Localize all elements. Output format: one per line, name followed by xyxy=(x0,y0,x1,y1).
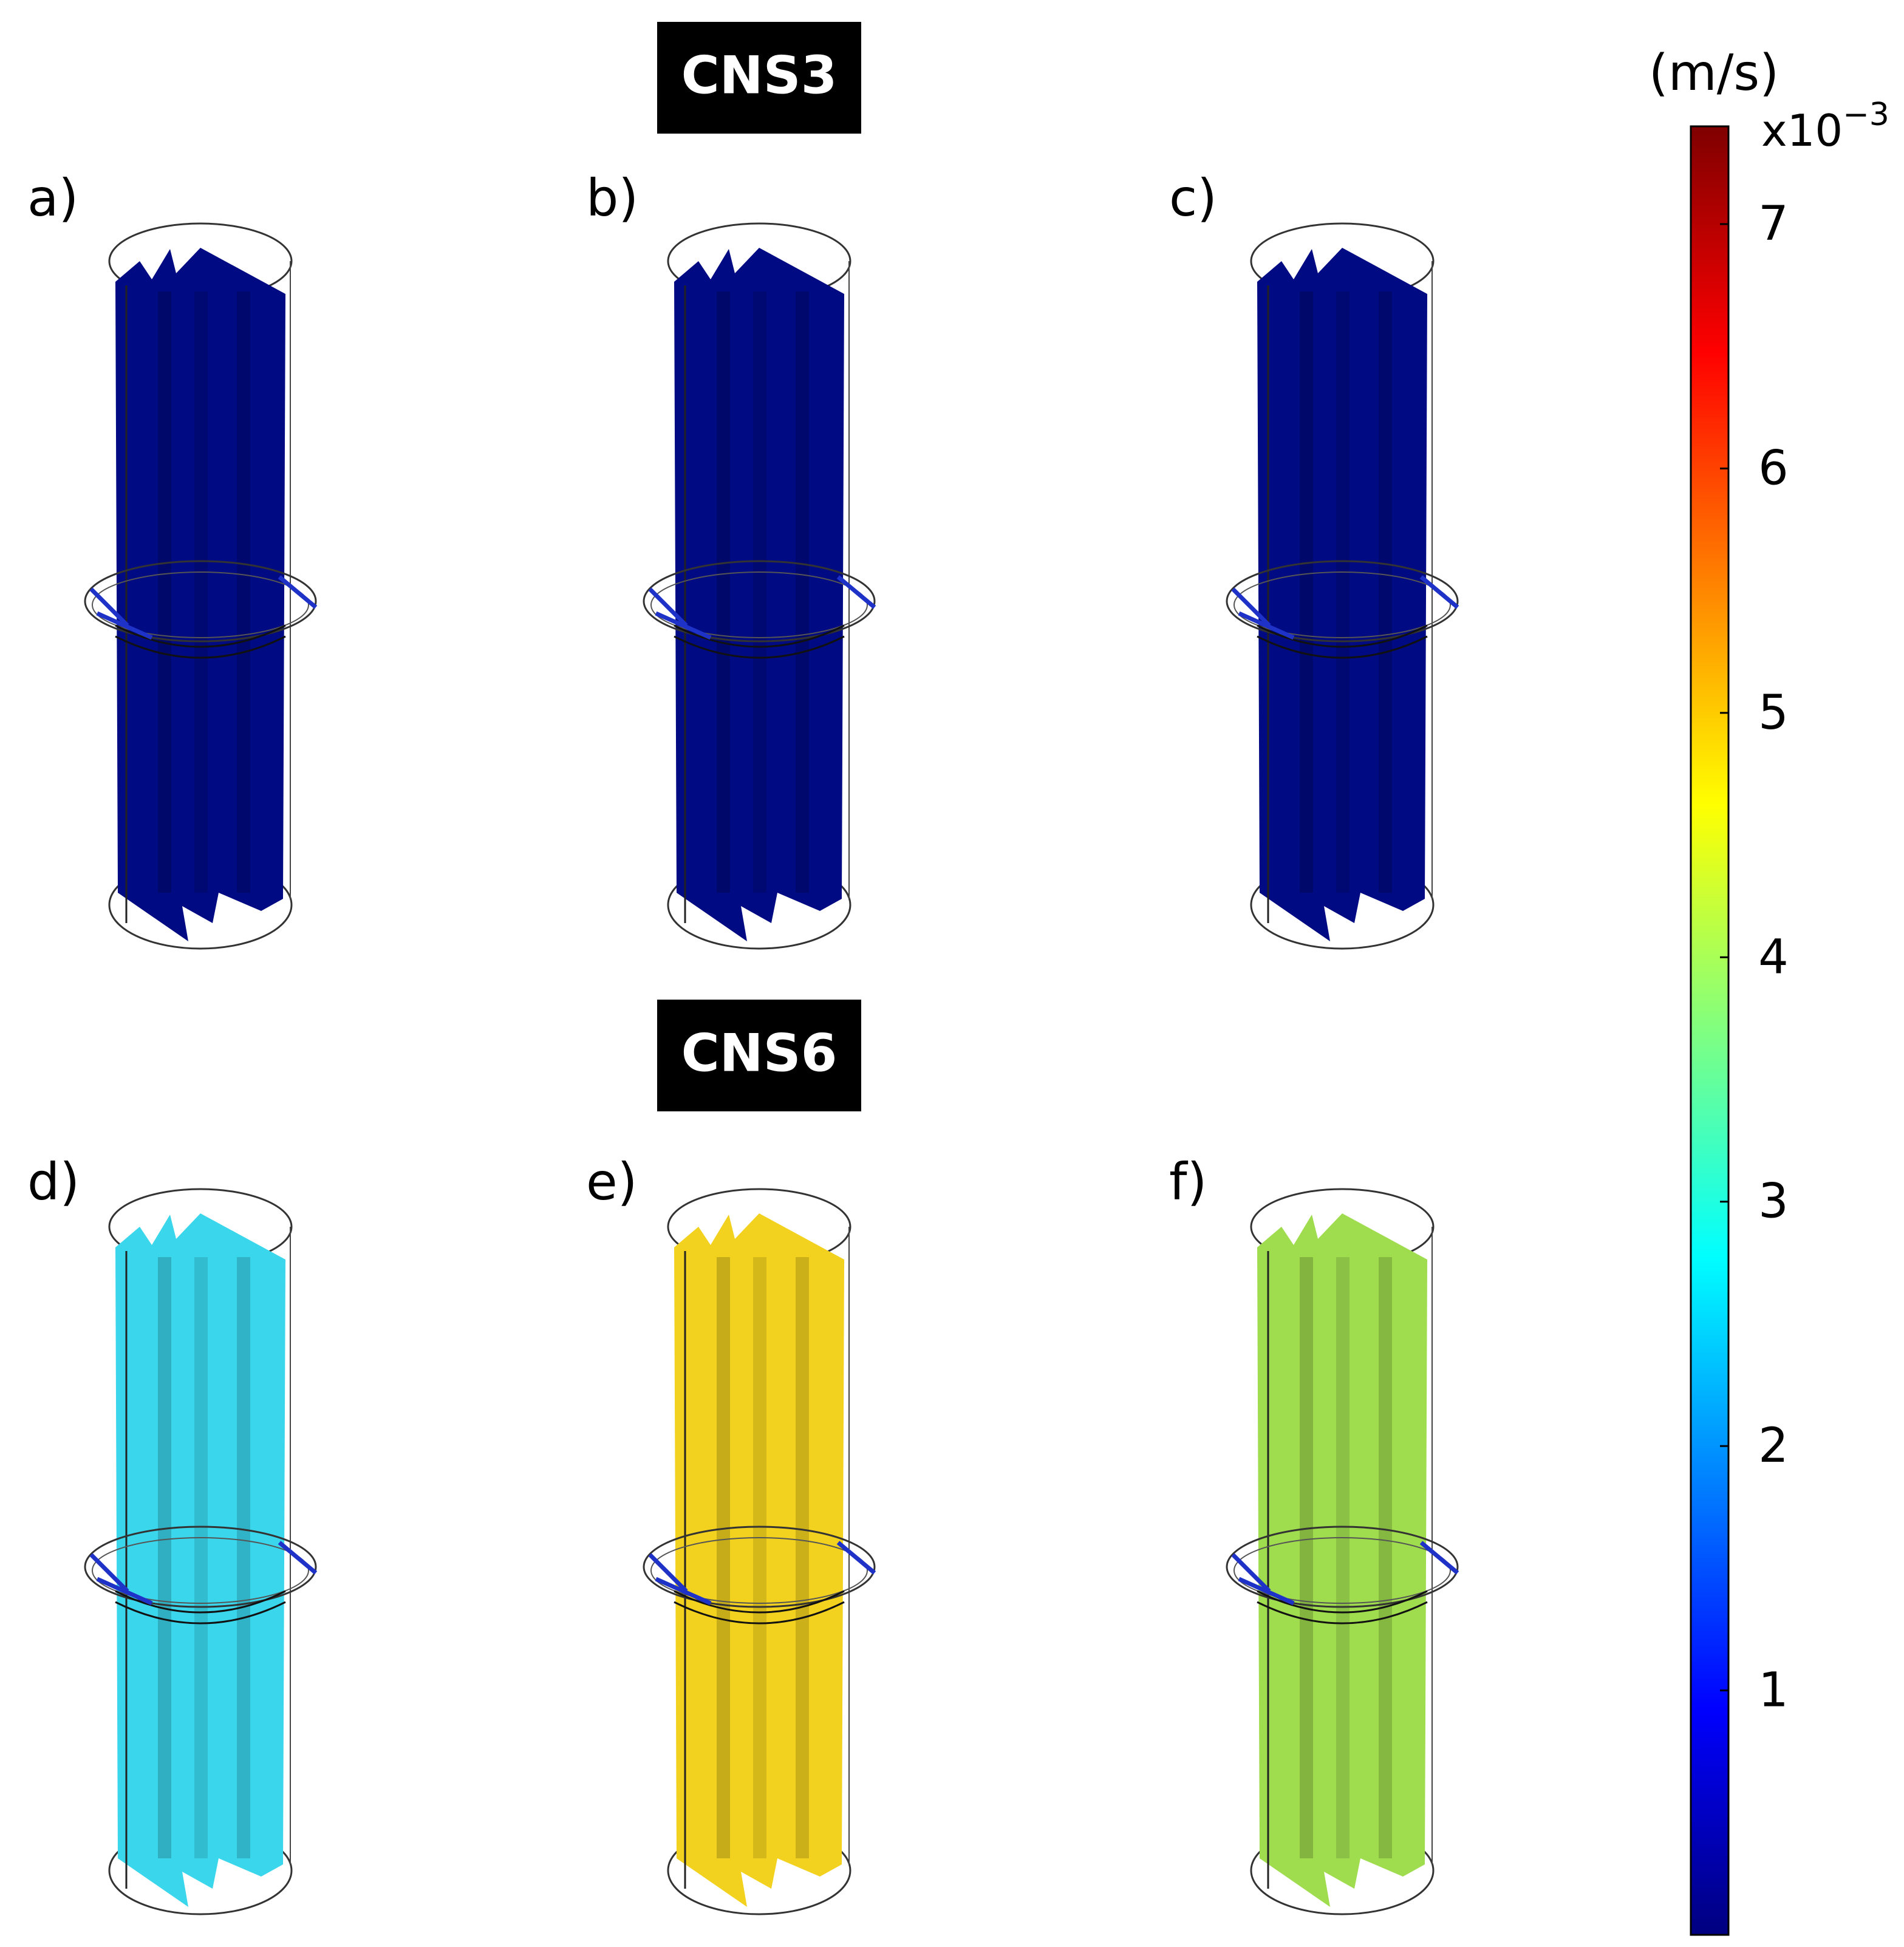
colorbar-tick-label: 5 xyxy=(1758,686,1789,740)
panel-f: f) xyxy=(1169,1152,1459,1915)
fin-slice-surface xyxy=(1257,248,1427,941)
fin-edge-shade xyxy=(753,292,766,893)
ring-inner-outline xyxy=(1234,571,1451,638)
ring-fin-stripe xyxy=(655,1577,712,1606)
fin-slice-surface xyxy=(1257,1213,1427,1907)
ring-outer-outline xyxy=(643,1526,876,1608)
ring-fin-stripe xyxy=(1231,587,1271,627)
panel-e: e) xyxy=(586,1152,876,1915)
ring-outer-outline xyxy=(84,560,317,643)
fin-slice-surface xyxy=(115,248,285,941)
fin-edge-shade xyxy=(158,1257,171,1858)
ring-fin-stripe xyxy=(96,1577,153,1606)
ring-fin-stripe xyxy=(1238,1577,1295,1606)
ring-front-edge xyxy=(674,624,845,648)
colorbar-tick-label: 6 xyxy=(1758,441,1789,496)
ring-fin-stripe xyxy=(648,1553,688,1593)
ring-front-edge xyxy=(1257,624,1428,648)
ring-outer-outline xyxy=(643,560,876,643)
panel-a: a) xyxy=(27,168,318,950)
colorbar-multiplier: x10−3 xyxy=(1761,97,1889,156)
ring-fin-stripe xyxy=(278,575,318,609)
ring-outer-outline xyxy=(1226,560,1459,643)
colorbar-tick-label: 1 xyxy=(1758,1663,1789,1718)
fin-edge-shade xyxy=(1379,1257,1392,1858)
row-title-cns3: CNS3 xyxy=(657,22,861,134)
colorbar-tick-label: 2 xyxy=(1758,1419,1789,1473)
colorbar-gradient xyxy=(1690,125,1730,1936)
fin-edge-shade xyxy=(1379,292,1392,893)
ring-inner-outline xyxy=(92,1537,309,1604)
fin-edge-shade xyxy=(237,1257,250,1858)
ring-inner-outline xyxy=(92,571,309,638)
colorbar-tick-label: 4 xyxy=(1758,930,1789,984)
fin-slice-surface xyxy=(674,248,844,941)
fin-edge-shade xyxy=(796,1257,809,1858)
panel-grid: a) b) c) d) e) f) xyxy=(27,168,1459,1915)
ring-front-edge xyxy=(115,1601,286,1625)
ring-front-edge xyxy=(115,635,286,659)
panel-label: b) xyxy=(586,168,638,228)
ring-fin-stripe xyxy=(1231,1553,1271,1593)
fin-slice-surface xyxy=(674,1213,844,1907)
colorbar-multiplier-exponent: −3 xyxy=(1843,97,1889,133)
ring-front-edge xyxy=(674,1590,845,1614)
colorbar: (m/s) x10−3 1 2 3 4 5 6 7 xyxy=(1649,44,1889,1936)
ring-front-edge xyxy=(115,1590,286,1614)
fin-edge-shade xyxy=(1300,292,1313,893)
ring-outer-outline xyxy=(84,1526,317,1608)
fin-edge-shade xyxy=(194,1257,208,1858)
panel-label: e) xyxy=(586,1152,637,1212)
colorbar-multiplier-base: x10 xyxy=(1761,105,1843,156)
panel-label: d) xyxy=(27,1152,80,1212)
fin-edge-shade xyxy=(717,1257,730,1858)
ring-fin-stripe xyxy=(1238,611,1295,640)
ring-fin-stripe xyxy=(89,587,129,627)
panel-b: b) xyxy=(586,168,876,950)
colorbar-tick-label: 3 xyxy=(1758,1175,1789,1229)
fin-edge-shade xyxy=(753,1257,766,1858)
row-title-text: CNS3 xyxy=(681,45,838,106)
ring-fin-stripe xyxy=(836,1541,876,1575)
colorbar-tick-label: 7 xyxy=(1758,197,1789,251)
ring-front-edge xyxy=(1257,1601,1428,1625)
fin-edge-shade xyxy=(796,292,809,893)
ring-front-edge xyxy=(674,1601,845,1625)
ring-fin-stripe xyxy=(96,611,153,640)
row-title-cns6: CNS6 xyxy=(657,1000,861,1111)
ring-inner-outline xyxy=(650,571,868,638)
fin-edge-shade xyxy=(237,292,250,893)
ring-fin-stripe xyxy=(278,1541,318,1575)
ring-front-edge xyxy=(674,635,845,659)
panel-label: a) xyxy=(27,168,78,228)
panel-label: c) xyxy=(1169,168,1217,228)
fin-edge-shade xyxy=(1336,292,1350,893)
ring-inner-outline xyxy=(1234,1537,1451,1604)
fin-slice-surface xyxy=(115,1213,285,1907)
fin-edge-shade xyxy=(1336,1257,1350,1858)
ring-front-edge xyxy=(115,624,286,648)
ring-fin-stripe xyxy=(1419,1541,1459,1575)
ring-outer-outline xyxy=(1226,1526,1459,1608)
ring-fin-stripe xyxy=(89,1553,129,1593)
ring-fin-stripe xyxy=(648,587,688,627)
fin-edge-shade xyxy=(194,292,208,893)
fin-edge-shade xyxy=(717,292,730,893)
colorbar-unit: (m/s) xyxy=(1649,44,1779,102)
fin-edge-shade xyxy=(1300,1257,1313,1858)
ring-fin-stripe xyxy=(1419,575,1459,609)
ring-fin-stripe xyxy=(655,611,712,640)
fin-edge-shade xyxy=(158,292,171,893)
panel-label: f) xyxy=(1169,1152,1207,1212)
panel-d: d) xyxy=(27,1152,318,1915)
ring-front-edge xyxy=(1257,1590,1428,1614)
ring-fin-stripe xyxy=(836,575,876,609)
ring-front-edge xyxy=(1257,635,1428,659)
panel-c: c) xyxy=(1169,168,1459,950)
row-title-text: CNS6 xyxy=(681,1023,838,1083)
ring-inner-outline xyxy=(650,1537,868,1604)
